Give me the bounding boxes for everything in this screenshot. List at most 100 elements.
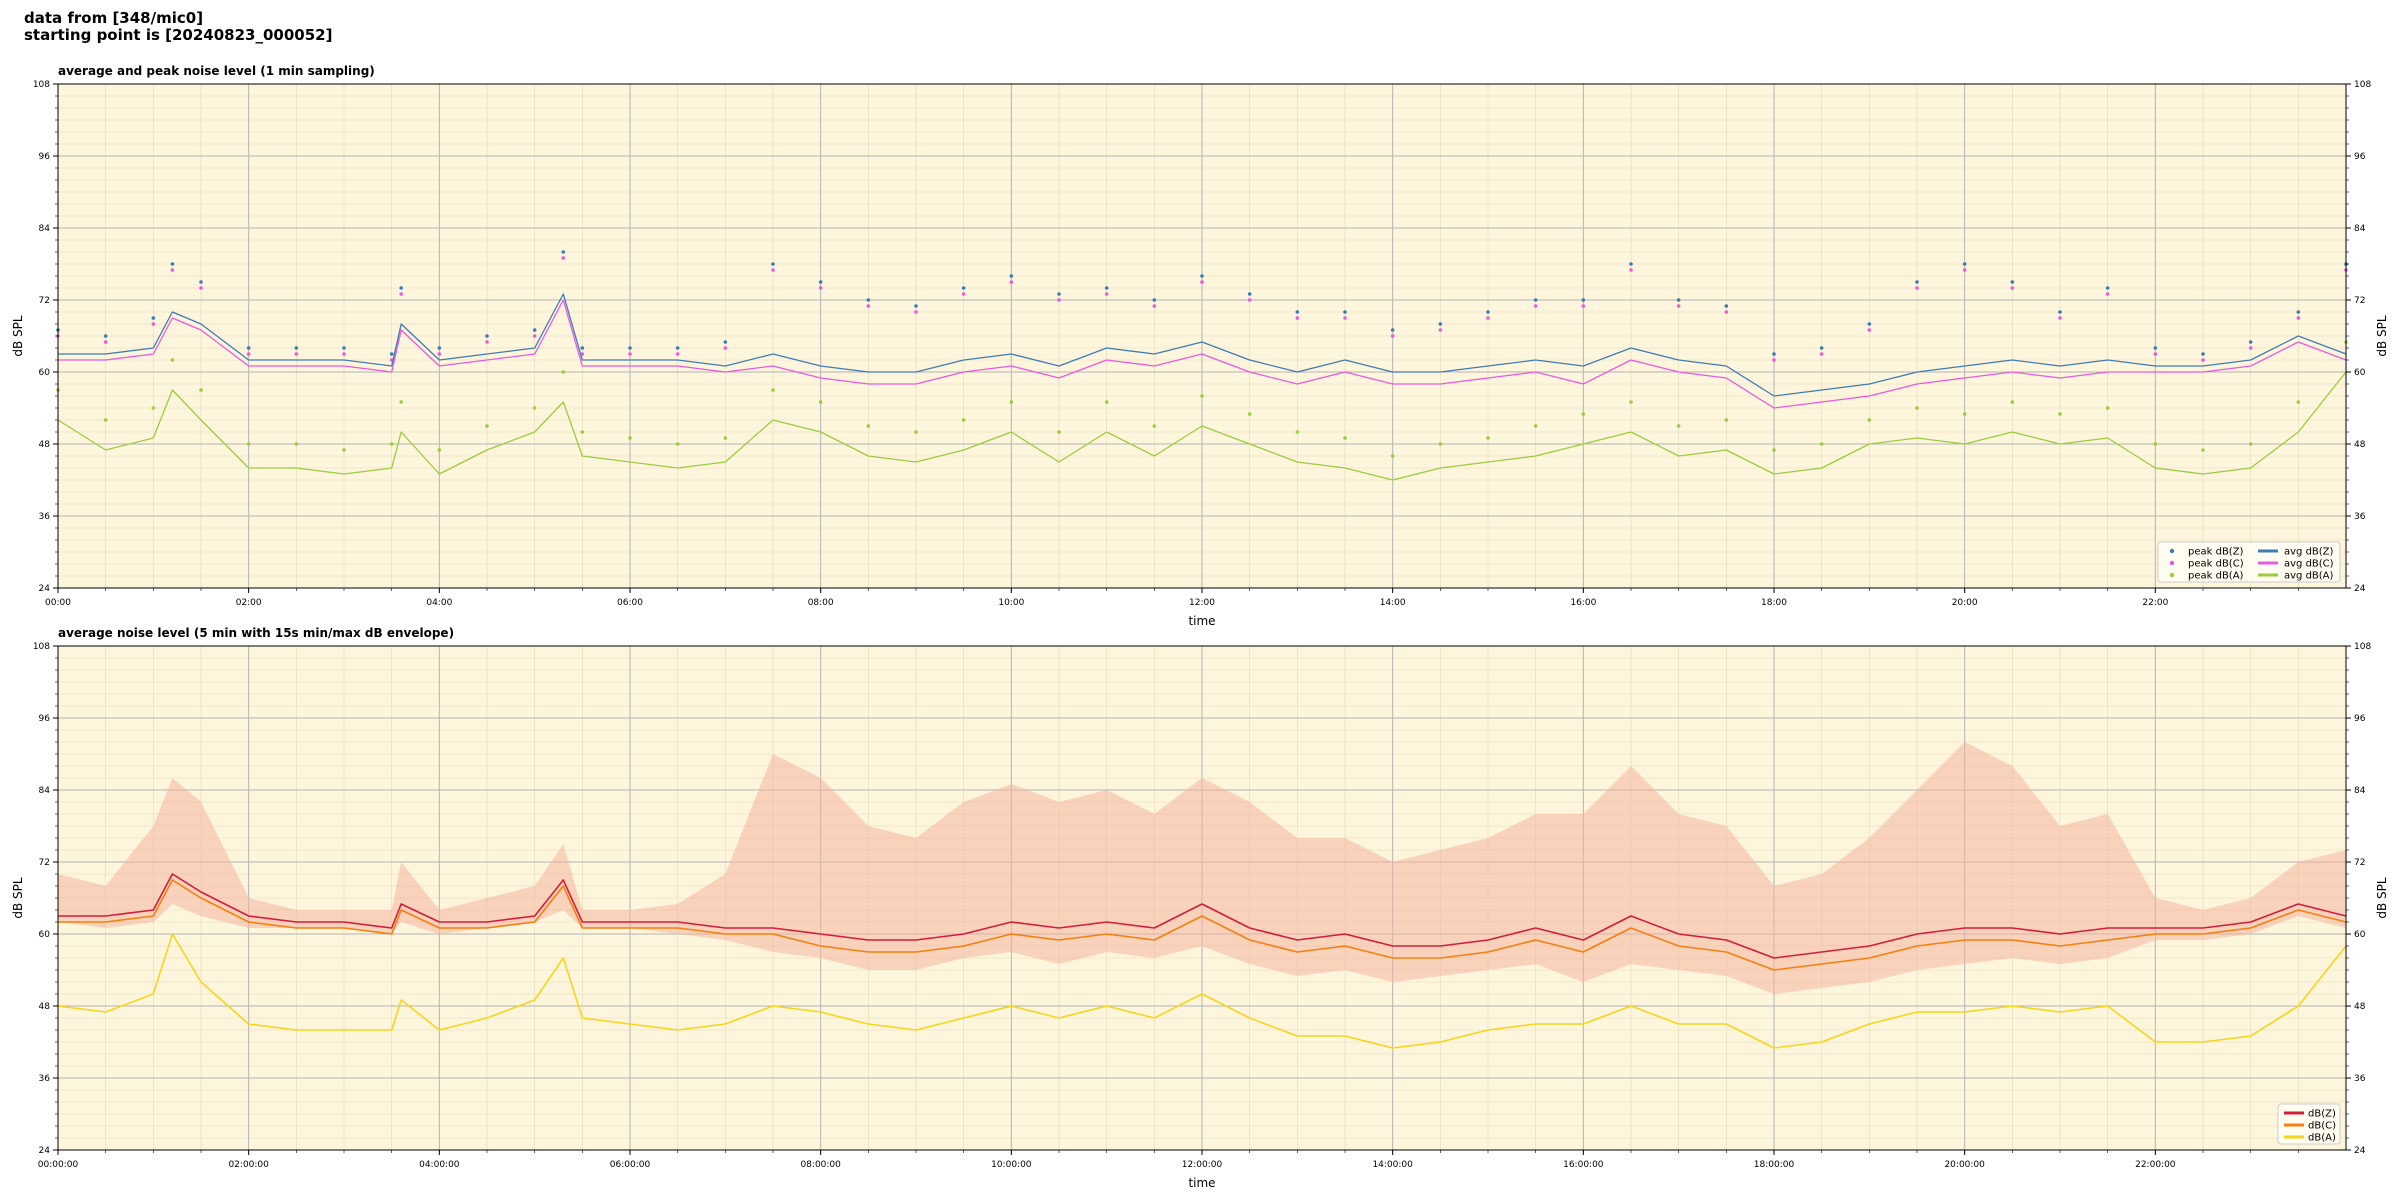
point-peak-db-z [2201, 352, 2205, 356]
y-tick-label-right: 24 [2354, 1146, 2366, 1156]
point-peak-db-z [580, 346, 585, 350]
point-peak-db-a [2296, 400, 2301, 404]
point-peak-db-a [437, 448, 442, 452]
point-peak-db-z [1962, 262, 1967, 266]
x-tick-label: 18:00 [1761, 598, 1787, 608]
point-peak-db-a [342, 448, 346, 452]
x-tick-label: 06:00 [617, 598, 643, 608]
point-peak-db-c [1676, 304, 1681, 308]
point-peak-db-z [1533, 298, 1538, 302]
x-tick-label: 16:00:00 [1563, 1160, 1604, 1170]
point-peak-db-c [675, 352, 680, 356]
point-peak-db-a [1581, 412, 1586, 416]
point-peak-db-c [2296, 316, 2301, 320]
point-peak-db-a [1867, 418, 1872, 422]
x-tick-label: 10:00 [998, 598, 1024, 608]
legend-label: dB(C) [2308, 1121, 2336, 1132]
point-peak-db-z [1009, 274, 1014, 278]
point-peak-db-z [1057, 292, 1061, 296]
point-peak-db-c [170, 268, 175, 272]
y-tick-label-left: 108 [33, 642, 50, 652]
point-peak-db-a [2058, 412, 2062, 416]
x-tick-label: 20:00:00 [1944, 1160, 1985, 1170]
point-peak-db-z [389, 352, 394, 356]
point-peak-db-c [2105, 292, 2110, 296]
x-tick-label: 10:00:00 [991, 1160, 1032, 1170]
y-tick-label-left: 36 [39, 512, 51, 522]
series-line-db-z [58, 873, 2347, 959]
point-peak-db-z [532, 328, 537, 332]
point-peak-db-a [1724, 418, 1729, 422]
point-peak-db-c [151, 322, 156, 326]
point-peak-db-c [1200, 280, 1204, 284]
point-peak-db-a [1486, 436, 1490, 440]
point-peak-db-a [151, 406, 156, 410]
point-peak-db-a [1057, 430, 1061, 434]
series-line-db-c [58, 879, 2347, 971]
point-peak-db-c [342, 352, 346, 356]
point-peak-db-a [914, 430, 918, 434]
series-peak-db-z [56, 250, 2348, 356]
y-tick-label-left: 108 [33, 80, 50, 90]
x-tick-label: 14:00:00 [1372, 1160, 1413, 1170]
x-tick-label: 20:00 [1952, 598, 1978, 608]
point-peak-db-a [723, 436, 728, 440]
point-peak-db-z [1676, 298, 1681, 302]
point-peak-db-z [437, 346, 442, 350]
point-peak-db-a [294, 442, 299, 446]
point-peak-db-z [246, 346, 251, 350]
x-tick-label: 00:00 [45, 598, 71, 608]
point-peak-db-z [723, 340, 728, 344]
point-peak-db-c [628, 352, 632, 356]
point-peak-db-z [1438, 322, 1443, 326]
legend-marker-peak [2169, 560, 2175, 566]
x-tick-label: 04:00 [426, 598, 452, 608]
point-peak-db-a [2010, 400, 2015, 404]
y-tick-label-right: 96 [2354, 714, 2366, 724]
point-peak-db-c [1486, 316, 1490, 320]
x-tick-label: 12:00:00 [1182, 1160, 1223, 1170]
point-peak-db-z [2010, 280, 2015, 284]
point-peak-db-c [2201, 358, 2205, 362]
point-peak-db-c [199, 286, 203, 290]
point-peak-db-c [771, 268, 775, 272]
y-tick-label-left: 96 [39, 714, 51, 724]
y-axis-label-right: dB SPL [2375, 315, 2389, 357]
chart-title: average and peak noise level (1 min samp… [58, 64, 375, 78]
point-peak-db-a [399, 400, 404, 404]
x-tick-label: 06:00:00 [610, 1160, 651, 1170]
point-peak-db-z [771, 262, 775, 266]
y-tick-label-right: 72 [2354, 858, 2365, 868]
point-peak-db-a [2201, 448, 2205, 452]
series-line-db-a [57, 933, 2347, 1049]
point-peak-db-z [1915, 280, 1919, 284]
point-peak-db-c [1390, 334, 1395, 338]
point-peak-db-c [1057, 298, 1061, 302]
point-peak-db-z [818, 280, 823, 284]
x-tick-label: 02:00:00 [228, 1160, 269, 1170]
legend-label: peak dB(C) [2188, 559, 2244, 570]
point-peak-db-a [628, 436, 632, 440]
legend-marker-peak [2169, 548, 2175, 554]
point-peak-db-z [399, 286, 404, 290]
point-peak-db-a [485, 424, 489, 428]
y-tick-label-right: 48 [2354, 1002, 2366, 1012]
point-peak-db-z [2105, 286, 2110, 290]
point-peak-db-z [866, 298, 871, 302]
point-peak-db-c [2058, 316, 2062, 320]
y-tick-label-right: 60 [2354, 368, 2366, 378]
y-tick-label-left: 24 [39, 584, 51, 594]
point-peak-db-c [246, 352, 251, 356]
point-peak-db-c [399, 292, 404, 296]
y-tick-label-right: 60 [2354, 930, 2366, 940]
legend-marker-peak [2169, 572, 2175, 578]
point-peak-db-z [342, 346, 346, 350]
point-peak-db-c [1104, 292, 1109, 296]
point-peak-db-c [561, 256, 566, 260]
y-tick-label-right: 24 [2354, 584, 2366, 594]
x-tick-label: 22:00:00 [2135, 1160, 2176, 1170]
point-peak-db-c [1629, 268, 1633, 272]
series-line-avg-db-c [58, 299, 2347, 409]
point-peak-db-a [1295, 430, 1300, 434]
y-tick-label-left: 84 [39, 786, 51, 796]
